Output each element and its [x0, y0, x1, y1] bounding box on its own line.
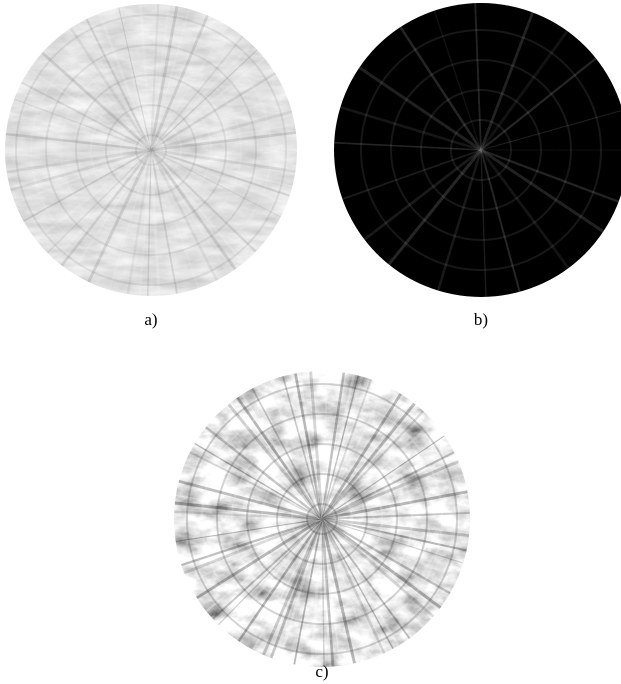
figure: a) b) c) — [0, 0, 621, 684]
panel-a-image — [1, 0, 301, 300]
panel-c-image — [172, 369, 472, 669]
radial-texture — [172, 369, 472, 669]
panel-label: c) — [315, 662, 328, 681]
panel-b-image — [331, 0, 621, 300]
radial-texture — [1, 0, 301, 300]
panel-label: b) — [474, 310, 488, 329]
panel-label: a) — [144, 310, 157, 329]
